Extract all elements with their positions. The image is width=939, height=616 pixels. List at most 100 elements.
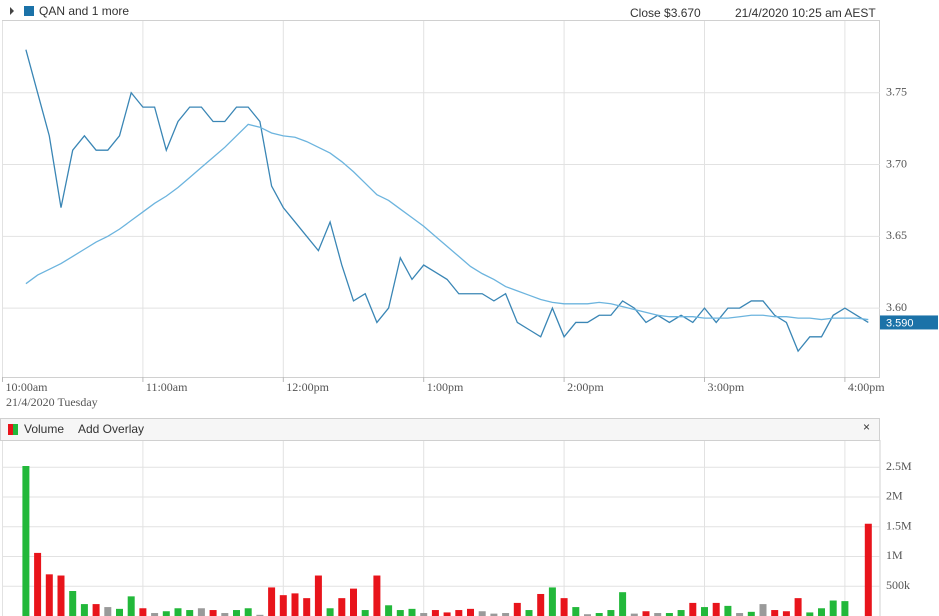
volume-bar bbox=[478, 611, 486, 616]
volume-bar bbox=[513, 602, 521, 616]
x-tick-label: 4:00pm bbox=[848, 380, 885, 394]
volume-icon-red bbox=[8, 424, 13, 435]
volume-bar bbox=[162, 611, 170, 616]
volume-bar bbox=[818, 608, 825, 616]
volume-bar bbox=[57, 575, 65, 616]
y-tick-label: 1M bbox=[886, 548, 903, 562]
volume-bar bbox=[747, 611, 755, 616]
volume-bar bbox=[420, 613, 428, 616]
volume-bar bbox=[291, 593, 299, 616]
y-tick-label: 3.65 bbox=[886, 228, 907, 242]
header-datetime: 21/4/2020 10:25 am AEST bbox=[735, 6, 876, 20]
volume-bar bbox=[385, 605, 393, 616]
volume-bar bbox=[104, 607, 112, 616]
volume-bar bbox=[396, 610, 404, 616]
volume-bar bbox=[233, 610, 240, 616]
volume-bar bbox=[443, 612, 451, 616]
volume-bar bbox=[642, 611, 650, 616]
date-label: 21/4/2020 Tuesday bbox=[6, 395, 98, 409]
volume-bar bbox=[151, 613, 159, 616]
volume-bar bbox=[502, 613, 510, 616]
y-tick-label: 500k bbox=[886, 578, 910, 592]
y-tick-label: 1.5M bbox=[886, 518, 912, 532]
volume-bar bbox=[560, 598, 568, 616]
volume-bar bbox=[841, 601, 849, 616]
volume-bar bbox=[654, 613, 662, 616]
volume-bar bbox=[186, 610, 194, 616]
volume-bar bbox=[619, 592, 627, 616]
volume-bar bbox=[279, 595, 287, 616]
volume-bar bbox=[174, 608, 182, 616]
volume-bar bbox=[525, 610, 533, 616]
volume-bar bbox=[548, 587, 556, 616]
volume-bar bbox=[244, 608, 252, 616]
volume-bar bbox=[80, 604, 88, 616]
volume-bar bbox=[92, 604, 100, 616]
y-tick-label: 2M bbox=[886, 489, 903, 503]
volume-bar bbox=[724, 605, 732, 616]
volume-bar bbox=[467, 608, 474, 616]
volume-bar bbox=[806, 612, 814, 616]
volume-icon-green bbox=[13, 424, 18, 435]
volume-bar bbox=[45, 574, 53, 616]
volume-bar bbox=[431, 610, 439, 616]
volume-bar bbox=[326, 608, 334, 616]
volume-bar bbox=[572, 607, 580, 616]
last-price-label: 3.590 bbox=[886, 317, 914, 329]
volume-title: Volume bbox=[24, 422, 64, 436]
volume-bar bbox=[22, 466, 30, 616]
add-overlay[interactable]: Add Overlay bbox=[78, 422, 144, 436]
volume-bar bbox=[584, 614, 591, 616]
volume-bar bbox=[630, 613, 638, 616]
x-tick-label: 3:00pm bbox=[708, 380, 745, 394]
volume-bar bbox=[736, 613, 744, 616]
volume-bar bbox=[595, 613, 603, 616]
volume-bar bbox=[759, 604, 767, 616]
x-tick-label: 11:00am bbox=[146, 380, 188, 394]
y-tick-label: 2.5M bbox=[886, 459, 912, 473]
volume-bar bbox=[268, 587, 276, 616]
volume-bar bbox=[361, 610, 369, 616]
volume-bar bbox=[701, 607, 708, 616]
close-button[interactable]: × bbox=[863, 420, 870, 434]
volume-bar bbox=[864, 523, 872, 616]
volume-bar bbox=[127, 596, 135, 616]
header-title[interactable]: QAN and 1 more bbox=[39, 4, 129, 18]
price-line bbox=[25, 49, 869, 353]
volume-bar bbox=[350, 588, 357, 616]
volume-bar bbox=[116, 608, 123, 616]
x-tick-label: 1:00pm bbox=[427, 380, 464, 394]
y-tick-label: 3.75 bbox=[886, 85, 907, 99]
x-tick-label: 2:00pm bbox=[567, 380, 604, 394]
legend-swatch bbox=[24, 6, 34, 16]
price-frame bbox=[2, 20, 880, 378]
volume-bar bbox=[303, 598, 311, 616]
volume-bar bbox=[689, 602, 697, 616]
volume-bar bbox=[490, 613, 498, 616]
volume-bar bbox=[771, 610, 779, 616]
volume-bar bbox=[537, 593, 545, 616]
volume-header-bar bbox=[0, 418, 880, 441]
x-tick-label: 12:00pm bbox=[286, 380, 329, 394]
volume-bar bbox=[373, 575, 381, 616]
volume-bar bbox=[69, 591, 77, 616]
volume-bar bbox=[221, 613, 229, 616]
x-tick-label: 10:00am bbox=[6, 380, 49, 394]
price-line bbox=[25, 123, 869, 321]
close-price: Close $3.670 bbox=[630, 6, 701, 20]
volume-bar bbox=[256, 614, 264, 616]
volume-bar bbox=[197, 608, 205, 616]
volume-bar bbox=[139, 608, 147, 616]
volume-bar bbox=[209, 610, 217, 616]
volume-bar bbox=[677, 610, 685, 616]
volume-bar bbox=[338, 598, 346, 616]
expand-arrow[interactable] bbox=[10, 7, 14, 15]
y-tick-label: 3.60 bbox=[886, 300, 907, 314]
y-tick-label: 3.70 bbox=[886, 156, 907, 170]
volume-bar bbox=[408, 608, 416, 616]
volume-bar bbox=[782, 611, 790, 616]
volume-bar bbox=[34, 552, 42, 616]
last-price-box bbox=[880, 315, 938, 330]
volume-bar bbox=[829, 600, 837, 616]
